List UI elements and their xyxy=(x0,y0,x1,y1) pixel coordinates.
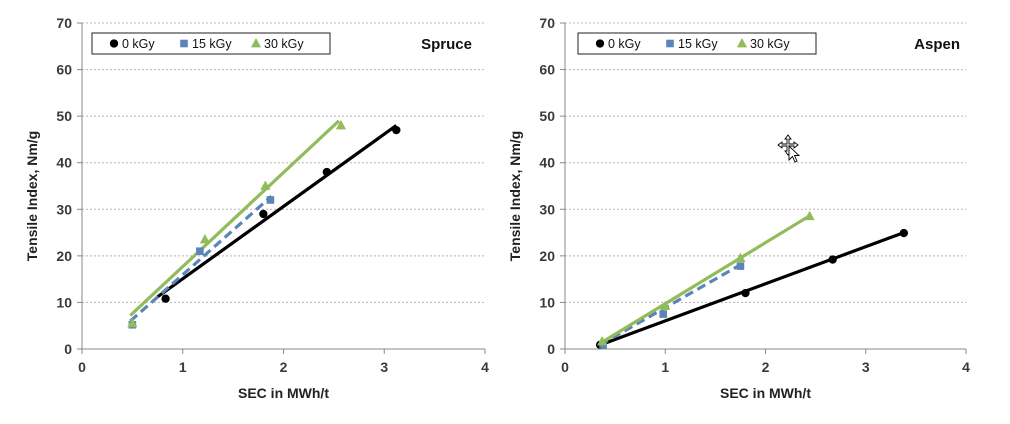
data-point-30-kgy xyxy=(199,234,210,244)
data-point-0-kgy xyxy=(161,294,170,303)
data-point-0-kgy xyxy=(741,288,750,298)
legend-label: 30 kGy xyxy=(750,37,790,51)
legend: 0 kGy 15 kGy 30 kGy xyxy=(91,32,331,55)
y-tick-label: 40 xyxy=(56,155,72,171)
legend-label: 0 kGy xyxy=(608,37,641,51)
legend: 0 kGy 15 kGy 30 kGy xyxy=(577,32,817,55)
data-point-30-kgy xyxy=(804,210,815,221)
y-tick-label: 0 xyxy=(64,341,72,357)
legend-label: 30 kGy xyxy=(264,37,304,51)
trendline-0-kgy xyxy=(597,231,905,348)
y-tick-label: 20 xyxy=(539,248,555,264)
x-tick-label: 1 xyxy=(661,359,669,375)
panel-spruce: 0 10 20 30 40 50 60 70 0 1 2 3 4 SEC in MWh/t Tensile … xyxy=(24,15,489,401)
panel-aspen: 0 10 20 30 40 50 60 70 0 1 2 3 4 SEC in MWh/t Tensile … xyxy=(507,15,970,401)
data-point-0-kgy xyxy=(828,255,837,264)
legend-marker xyxy=(180,39,188,48)
y-axis-label: Tensile Index, Nm/g xyxy=(507,131,523,261)
legend-marker xyxy=(666,39,674,48)
y-tick-label: 10 xyxy=(56,294,72,310)
trendline-15-kgy xyxy=(129,195,273,323)
legend-marker xyxy=(109,39,119,48)
y-tick-label: 0 xyxy=(547,341,555,357)
y-tick-label: 70 xyxy=(56,15,72,31)
x-tick-label: 3 xyxy=(380,359,388,375)
x-tick-label: 4 xyxy=(481,359,489,375)
x-tick-label: 3 xyxy=(862,359,870,375)
legend-label: 0 kGy xyxy=(122,37,155,51)
data-point-0-kgy xyxy=(322,167,331,177)
legend-label: 15 kGy xyxy=(678,37,718,51)
data-point-0-kgy xyxy=(259,209,268,219)
legend-marker xyxy=(595,39,605,48)
y-tick-label: 50 xyxy=(539,108,555,124)
data-point-30-kgy xyxy=(597,336,608,346)
x-tick-label: 2 xyxy=(762,359,770,375)
trendline-30-kgy xyxy=(599,214,811,345)
legend-marker xyxy=(736,37,748,48)
data-point-30-kgy xyxy=(335,119,346,130)
trendline-30-kgy xyxy=(129,119,341,317)
legend-box xyxy=(91,32,331,55)
y-tick-label: 30 xyxy=(56,201,72,217)
x-tick-label: 0 xyxy=(561,359,569,375)
y-tick-label: 60 xyxy=(539,62,555,78)
trendline-15-kgy xyxy=(599,262,743,347)
y-tick-label: 10 xyxy=(539,294,555,310)
x-axis-label: SEC in MWh/t xyxy=(238,385,329,401)
x-tick-label: 0 xyxy=(78,359,86,375)
legend-marker xyxy=(250,37,262,48)
legend-box xyxy=(577,32,817,55)
data-point-0-kgy xyxy=(899,228,909,238)
y-tick-label: 60 xyxy=(56,62,72,78)
data-point-30-kgy xyxy=(260,180,271,190)
x-tick-label: 4 xyxy=(962,359,970,375)
data-point-30-kgy xyxy=(735,252,746,263)
data-point-15-kgy xyxy=(266,196,275,204)
y-tick-label: 50 xyxy=(56,108,72,124)
panel-title: Aspen xyxy=(914,36,960,53)
legend-label: 15 kGy xyxy=(192,37,232,51)
data-point-15-kgy xyxy=(736,262,745,270)
y-tick-label: 40 xyxy=(539,155,555,171)
data-point-0-kgy xyxy=(392,125,401,135)
x-axis-label: SEC in MWh/t xyxy=(720,385,811,401)
data-point-15-kgy xyxy=(659,310,668,318)
panel-title: Spruce xyxy=(421,36,472,53)
move-cursor-icon xyxy=(777,134,801,163)
x-tick-label: 2 xyxy=(280,359,288,375)
x-tick-label: 1 xyxy=(179,359,187,375)
trendline-0-kgy xyxy=(156,124,398,299)
y-tick-label: 20 xyxy=(56,248,72,264)
data-point-30-kgy xyxy=(660,300,671,311)
y-tick-label: 70 xyxy=(539,15,555,31)
y-tick-label: 30 xyxy=(539,201,555,217)
y-axis-label: Tensile Index, Nm/g xyxy=(24,131,40,261)
data-point-15-kgy xyxy=(196,247,204,255)
data-point-30-kgy xyxy=(127,317,138,328)
